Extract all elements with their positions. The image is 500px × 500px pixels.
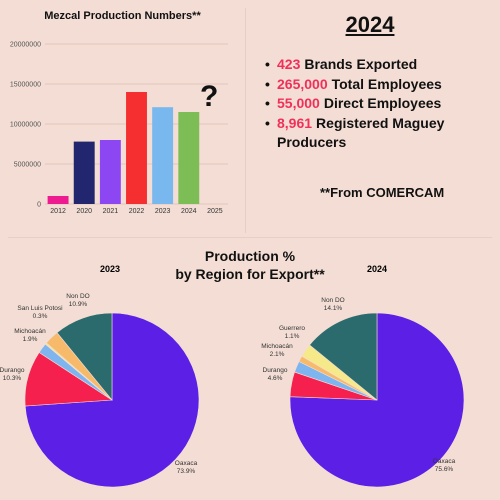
pie-label: Non DO 10.9% xyxy=(66,293,89,308)
bar-2023 xyxy=(152,107,174,204)
pie-label: Durango 4.6% xyxy=(263,367,288,382)
stat-label: Total Employees xyxy=(331,75,442,92)
vertical-divider xyxy=(245,8,246,233)
production-bar-chart: Mezcal Production Numbers** 0 5000000 1000… xyxy=(0,0,245,240)
pie-label: Non DO 14.1% xyxy=(321,297,344,312)
x-tick-label: 2012 xyxy=(50,208,66,215)
pie-slice-non-do xyxy=(56,312,113,401)
stat-number: 8,961 xyxy=(277,114,313,131)
bar-chart-svg: 0 5000000 10000000 15000000 20000000 2012 2020… xyxy=(10,42,228,215)
pie-heading-line2: by Region for Export** xyxy=(175,266,325,282)
source-note: **From COMERCAM xyxy=(320,185,445,200)
stat-label: Registered Maguey Producers xyxy=(277,114,445,151)
x-tick-label: 2020 xyxy=(76,208,92,215)
stat-number: 265,000 xyxy=(277,75,328,92)
stat-number: 423 xyxy=(277,56,301,72)
bar-chart-title: Mezcal Production Numbers** xyxy=(44,10,201,22)
bar-2012 xyxy=(47,196,69,204)
stat-label: Brands Exported xyxy=(304,56,418,72)
bar-2024 xyxy=(178,112,200,204)
x-tick-label: 2023 xyxy=(155,208,171,215)
pie-slice-non-do xyxy=(309,312,378,401)
x-tick-label: 2025 xyxy=(207,208,223,215)
horizontal-divider xyxy=(8,237,492,238)
stats-year: 2024 xyxy=(345,12,395,37)
y-tick-label: 10000000 xyxy=(10,122,41,129)
pie-heading-line1: Production % xyxy=(204,248,296,264)
x-tick-label: 2021 xyxy=(103,208,119,215)
pie-2023: 2023 Oaxaca 73.9% Durango 10.3% Michoacán 1.9%… xyxy=(0,264,200,488)
stat-number: 55,000 xyxy=(277,95,320,111)
y-tick-label: 15000000 xyxy=(10,82,41,89)
bar-2021 xyxy=(99,140,121,204)
y-tick-label: 5000000 xyxy=(14,162,41,169)
pie-label: Oaxaca 73.9% xyxy=(175,460,198,475)
y-tick-label: 20000000 xyxy=(10,42,41,49)
bar-2022 xyxy=(126,92,147,204)
unknown-2025-marker: ? xyxy=(200,80,219,113)
pie-charts-svg: 2023 Oaxaca 73.9% Durango 10.3% Michoacán 1.9%… xyxy=(0,264,465,488)
pie-label: Guerrero 1.1% xyxy=(279,325,305,340)
pie-label: San Luis Potosi 0.3% xyxy=(17,305,62,320)
pie-title: 2023 xyxy=(100,264,120,274)
pie-label: Michoacán 1.9% xyxy=(14,328,46,343)
y-tick-label: 0 xyxy=(37,202,41,209)
pie-2024: 2024 Oaxaca 75.6% Durango 4.6% Michoacán 2.1% G… xyxy=(261,264,465,488)
stat-label: Direct Employees xyxy=(323,95,442,111)
pie-charts: 2023 Oaxaca 73.9% Durango 10.3% Michoacán 1.9%… xyxy=(0,255,500,500)
pie-label: Michoacán 2.1% xyxy=(261,343,293,358)
bar-2020 xyxy=(73,141,95,204)
pie-section-heading: Production % by Region for Export** xyxy=(0,247,500,283)
x-tick-label: 2024 xyxy=(181,208,197,215)
pie-title: 2024 xyxy=(367,264,387,274)
pie-label: Oaxaca 75.6% xyxy=(433,458,456,473)
pie-label: Durango 10.3% xyxy=(0,367,25,382)
x-tick-label: 2022 xyxy=(129,208,145,215)
